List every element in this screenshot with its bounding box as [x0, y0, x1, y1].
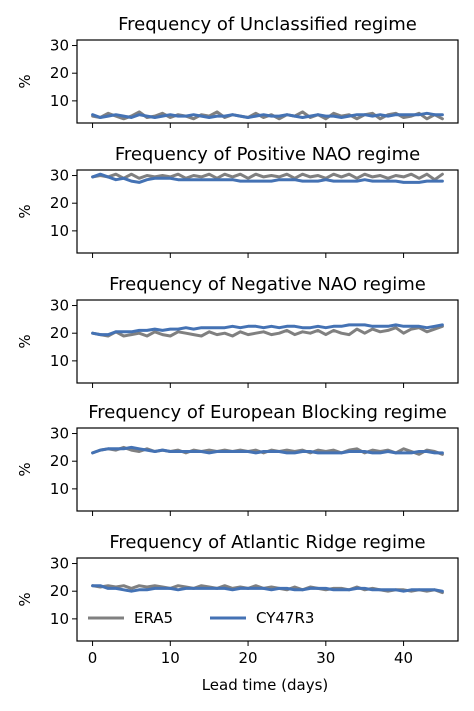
panel-title: Frequency of Atlantic Ridge regime: [109, 532, 425, 553]
plot-frame: [76, 299, 459, 384]
plot-frame: [76, 427, 459, 512]
y-axis-label: %: [16, 204, 34, 218]
y-tick-label: 10: [50, 222, 69, 240]
x-tick-label: 40: [394, 649, 413, 667]
panel-title: Frequency of European Blocking regime: [88, 402, 447, 423]
y-axis-label: %: [16, 462, 34, 476]
panel-title: Frequency of Unclassified regime: [118, 14, 417, 35]
y-axis-label: %: [16, 334, 34, 348]
panel-4: Frequency of European Blocking regime% 10…: [16, 402, 459, 516]
y-tick-label: 10: [50, 610, 69, 628]
panel-5: Frequency of Atlantic Ridge regime% 10 20 3…: [16, 532, 459, 667]
chart-panels: Frequency of Unclassified regime%102030F…: [16, 14, 459, 667]
series-line-cy47r3: [91, 584, 444, 593]
panel-1: Frequency of Unclassified regime% 10 20 30: [16, 14, 459, 128]
legend-label: CY47R3: [256, 609, 314, 627]
x-tick-label: 0: [88, 649, 98, 667]
x-tick-label: 30: [316, 649, 335, 667]
y-axis-label: %: [16, 74, 34, 88]
x-tick-label: 10: [161, 649, 180, 667]
y-tick-label: 20: [50, 452, 69, 470]
plot-frame: [76, 557, 459, 642]
panel-title: Frequency of Negative NAO regime: [109, 274, 426, 295]
y-tick-label: 10: [50, 92, 69, 110]
y-tick-label: 10: [50, 480, 69, 498]
panel-title: Frequency of Positive NAO regime: [115, 144, 420, 165]
plot-frame: [76, 169, 459, 254]
y-tick-label: 20: [50, 582, 69, 600]
x-tick-label: 20: [239, 649, 258, 667]
series-line-cy47r3: [91, 445, 444, 455]
panel-3: Frequency of Negative NAO regime% 10 20 30: [16, 274, 459, 388]
y-tick-label: 30: [50, 297, 69, 315]
legend: ERA5 CY47R3: [88, 609, 314, 627]
y-tick-label: 30: [50, 37, 69, 55]
series-line-era5: [91, 324, 444, 338]
y-tick-label: 30: [50, 555, 69, 573]
panel-2: Frequency of Positive NAO regime% 10 20 30: [16, 144, 459, 258]
series-line-cy47r3: [91, 111, 444, 119]
y-tick-label: 10: [50, 352, 69, 370]
y-tick-label: 30: [50, 167, 69, 185]
plot-frame: [76, 39, 459, 124]
x-axis-label: Lead time (days): [202, 676, 329, 694]
series-line-era5: [91, 172, 444, 182]
legend-label: ERA5: [134, 609, 173, 627]
series-line-cy47r3: [91, 323, 444, 337]
y-tick-label: 20: [50, 64, 69, 82]
y-tick-label: 20: [50, 324, 69, 342]
series-line-cy47r3: [91, 172, 444, 184]
y-tick-label: 30: [50, 425, 69, 443]
y-tick-label: 20: [50, 194, 69, 212]
y-axis-label: %: [16, 592, 34, 606]
